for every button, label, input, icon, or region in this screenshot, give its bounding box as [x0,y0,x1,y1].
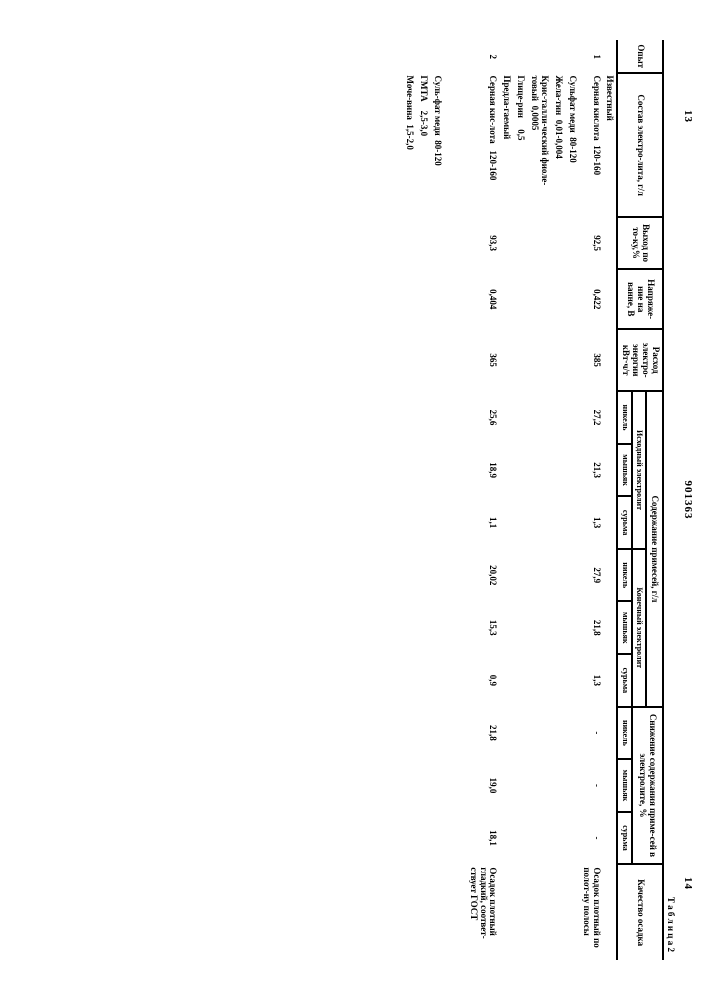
r1-vy: 92,5 [578,217,602,270]
r2-sernaya: Серная кис-лота [488,75,498,143]
h-soderzh: Содержание примесей, г/л [645,391,662,706]
r1-ra: 385 [578,329,602,391]
doc-number: 901363 [682,481,694,520]
table-label: Т а б л и ц а 2 [666,40,676,960]
r1-n: 1 [578,40,602,73]
r1-ssu: - [578,812,602,865]
h-s-my: мышьяк [617,759,631,812]
r1-smy: - [578,759,602,812]
page-num-right: 14 [682,877,694,890]
r2-sulf-v: 80-120 [432,140,442,166]
h-k-my: мышьяк [617,601,631,654]
r1-kni: 27,9 [578,549,602,602]
table-row: 1 Серная кислота 120-160 92,5 0,422 385 … [578,40,602,960]
h-i-ni: никель [617,391,631,444]
h-opyt: Опыт [617,40,663,73]
r2-sulf: Суль-фат меди [432,75,442,135]
r2-sernaya-v: 120-160 [488,150,498,180]
page-num-left: 13 [682,110,694,123]
h-iskhod: Исходный электролит [631,391,645,549]
r1-kach: Осадок плотный по полот-ну полосы [578,864,602,960]
h-vykhod: Выход по то-ку,% [617,217,663,270]
r1-sulf-v: 80-120 [567,137,577,163]
r2-na: 0,404 [465,269,499,329]
r1-na: 0,422 [578,269,602,329]
h-s-su: сурьма [617,812,631,865]
r2-sni: 21,8 [465,707,499,760]
table-row: 2 Серная кис-лота 120-160 93,3 0,404 365… [465,40,499,960]
page-header: 13 901363 14 [682,40,694,960]
h-rask: Расход электро-энергии кВт·ч/т [617,329,663,391]
r1-ksu: 1,3 [578,654,602,707]
r2-gmta-v: 2,5-3,0 [418,111,428,137]
h-i-su: сурьма [617,496,631,549]
r2-imy: 18,9 [465,444,499,497]
r2-moch-v: 1,5-2,0 [404,124,414,150]
r1-zhel-v: 0,01-0,004 [553,120,563,159]
r1-gl: Глице-рин [516,75,526,118]
r1-kr: Крис-талли-ческий фиоле-товый [530,75,550,185]
r2-moch: Моче-вина [404,75,414,119]
r1-sni: - [578,707,602,760]
table-head: Опыт Состав электро-лита, г/л Выход по т… [617,40,663,960]
r2-n: 2 [465,40,499,73]
data-table: Опыт Состав электро-лита, г/л Выход по т… [402,40,664,960]
h-k-ni: никель [617,549,631,602]
r2-kach: Осадок плотный гладкий, соответ-ствует Г… [465,864,499,960]
r2-ksu: 0,9 [465,654,499,707]
r1-imy: 21,3 [578,444,602,497]
h-konech: Конечный электролит [631,549,645,707]
r2-ra: 365 [465,329,499,391]
r1-gl-v: 0,5 [516,129,526,140]
sect-1: Известный [602,73,617,216]
h-napr: Напряже-ние на ванне, В [617,269,663,329]
r2-isu: 1,1 [465,496,499,549]
page-container: 13 901363 14 Т а б л и ц а 2 Опыт Состав… [14,40,694,960]
table-body: Известный 1 Серная кислота 120-160 92,5 … [402,40,617,960]
r1-sernaya: Серная кислота [591,75,601,140]
h-i-my: мышьяк [617,444,631,497]
r2-kni: 20,02 [465,549,499,602]
sect-2: Предла-гаемый [499,73,513,216]
h-kach: Качество осадка [617,864,663,960]
h-sostav: Состав электро-лита, г/л [617,73,663,216]
r2-vy: 93,3 [465,217,499,270]
r1-sernaya-v: 120-160 [591,145,601,175]
h-snizh: Снижение содержания приме-сей в электрол… [631,707,662,865]
h-k-su: сурьма [617,654,631,707]
r2-smy: 19,0 [465,759,499,812]
r1-kmy: 21,8 [578,601,602,654]
r1-sulf: Сульфат меди [567,75,577,132]
r1-zhel: Жела-тин [553,75,563,115]
r2-ssu: 18,1 [465,812,499,865]
r1-ini: 27,2 [578,391,602,444]
r1-isu: 1,3 [578,496,602,549]
h-s-ni: никель [617,707,631,760]
r2-gmta: ГМТА [418,75,428,101]
r2-ini: 25,6 [465,391,499,444]
r1-kr-v: 0,0005 [530,106,540,131]
r2-kmy: 15,3 [465,601,499,654]
